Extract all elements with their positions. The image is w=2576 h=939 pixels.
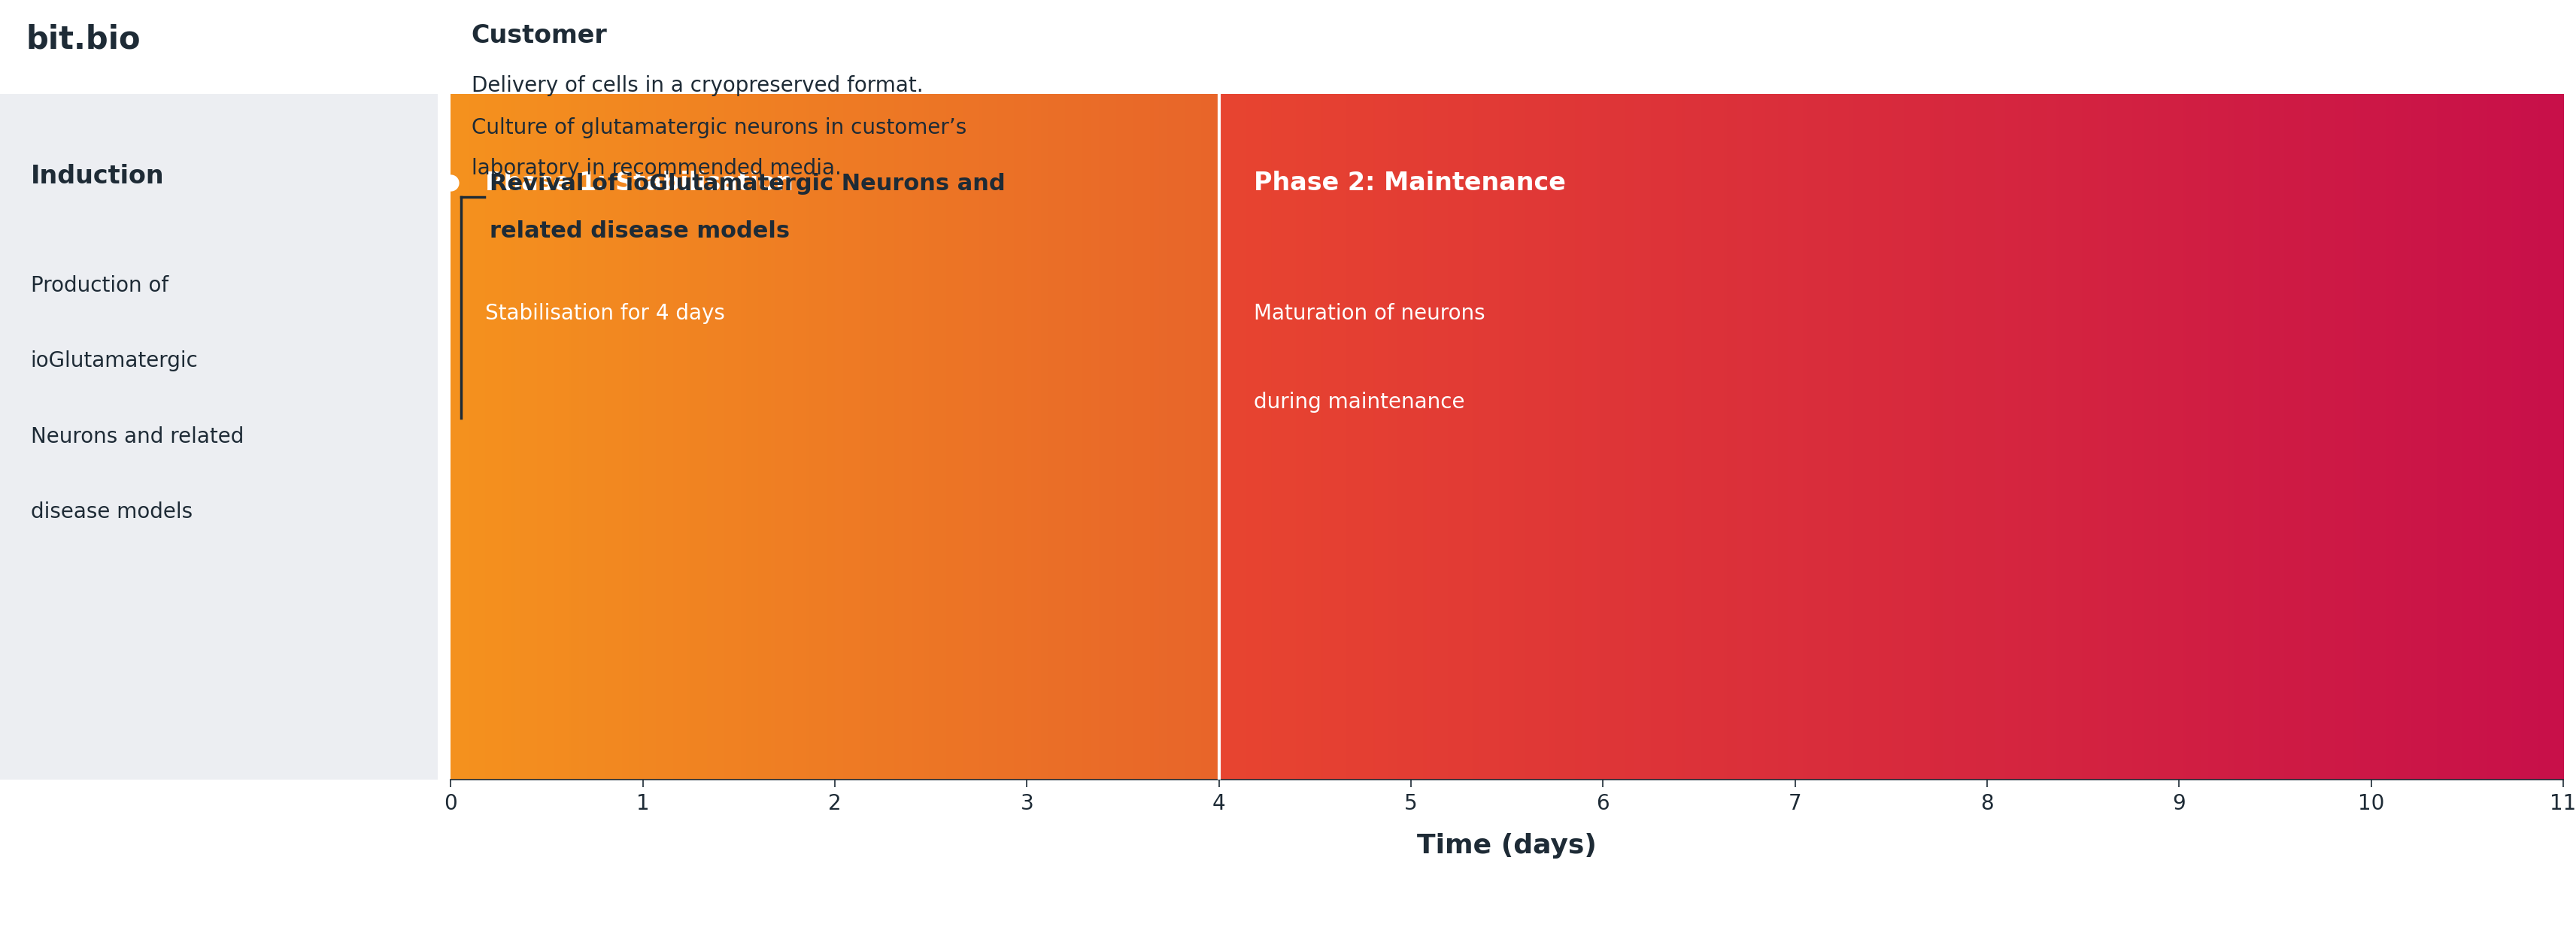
Text: disease models: disease models [31,501,193,523]
Text: Stabilisation for 4 days: Stabilisation for 4 days [484,302,726,324]
Text: Production of: Production of [31,275,167,297]
Text: Delivery of cells in a cryopreserved format.: Delivery of cells in a cryopreserved for… [471,75,922,96]
Text: Customer: Customer [471,23,608,48]
Text: ioGlutamatergic: ioGlutamatergic [31,350,198,372]
Text: Induction: Induction [31,163,165,189]
Text: laboratory in recommended media.: laboratory in recommended media. [471,158,842,178]
Text: Maturation of neurons: Maturation of neurons [1255,302,1484,324]
Text: Phase 1: Stabilisation: Phase 1: Stabilisation [484,171,793,195]
Text: bit.bio: bit.bio [26,23,142,55]
X-axis label: Time (days): Time (days) [1417,833,1597,858]
Text: Neurons and related: Neurons and related [31,426,245,447]
Text: Revival of ioGlutamatergic Neurons and: Revival of ioGlutamatergic Neurons and [489,173,1005,194]
Text: Phase 2: Maintenance: Phase 2: Maintenance [1255,171,1566,195]
Text: related disease models: related disease models [489,221,791,242]
Text: during maintenance: during maintenance [1255,392,1463,413]
Text: Culture of glutamatergic neurons in customer’s: Culture of glutamatergic neurons in cust… [471,117,966,138]
